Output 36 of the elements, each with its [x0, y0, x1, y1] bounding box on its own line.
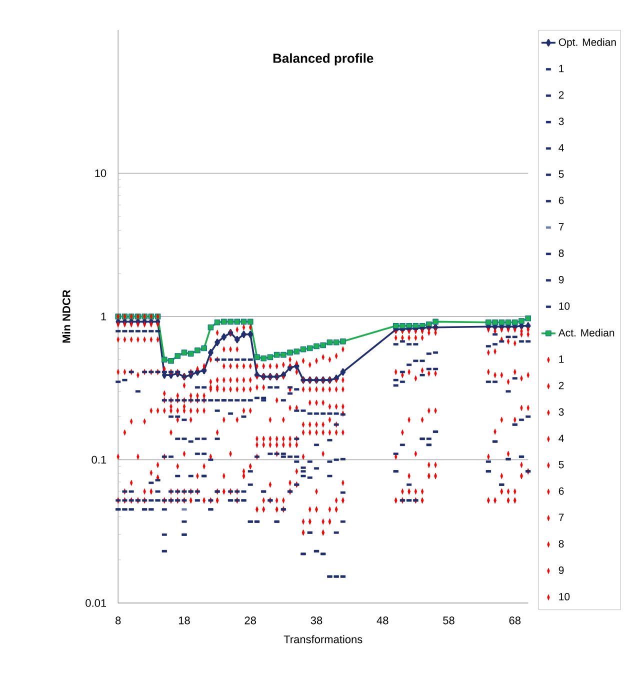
y-tick-label: 1 — [101, 312, 106, 320]
legend-label: Opt. Median — [558, 38, 616, 48]
x-tick-label: 48 — [376, 616, 388, 624]
legend-label: 2 — [558, 382, 564, 390]
legend-label: 3 — [558, 118, 564, 126]
y-tick-label: 0.1 — [92, 456, 106, 464]
legend-label: 3 — [558, 408, 564, 416]
legend-label: 1 — [559, 64, 564, 72]
y-axis-title: Min NDCR — [62, 290, 70, 343]
legend-label: 6 — [558, 487, 564, 495]
legend-label: 10 — [559, 302, 570, 310]
y-tick-label: 10 — [95, 169, 106, 178]
legend-label: Act. Median — [558, 328, 614, 337]
legend-label: 4 — [558, 144, 564, 152]
legend-label: 9 — [558, 566, 564, 574]
legend-label: 8 — [558, 250, 564, 257]
legend-label: 1 — [559, 356, 564, 363]
y-tick-label: 0.01 — [86, 599, 106, 607]
legend-label: 7 — [558, 514, 564, 521]
legend-label: 2 — [558, 91, 564, 99]
x-tick-label: 38 — [310, 616, 322, 624]
legend-label: 9 — [558, 276, 564, 284]
x-axis-title: Transformations — [284, 635, 362, 644]
legend-label: 5 — [558, 170, 564, 178]
legend-label: 7 — [558, 223, 564, 230]
legend-label: 5 — [558, 461, 564, 468]
text: Balanced profile — [273, 53, 374, 66]
x-tick-label: 28 — [244, 616, 256, 624]
x-tick-label: 58 — [443, 616, 454, 624]
legend-label: 10 — [559, 592, 570, 600]
legend-label: 4 — [558, 434, 564, 442]
legend-label: 8 — [558, 540, 564, 548]
x-tick-label: 8 — [115, 616, 121, 624]
x-tick-label: 68 — [509, 616, 520, 624]
x-tick-label: 18 — [178, 616, 190, 624]
legend-label: 6 — [558, 196, 564, 204]
